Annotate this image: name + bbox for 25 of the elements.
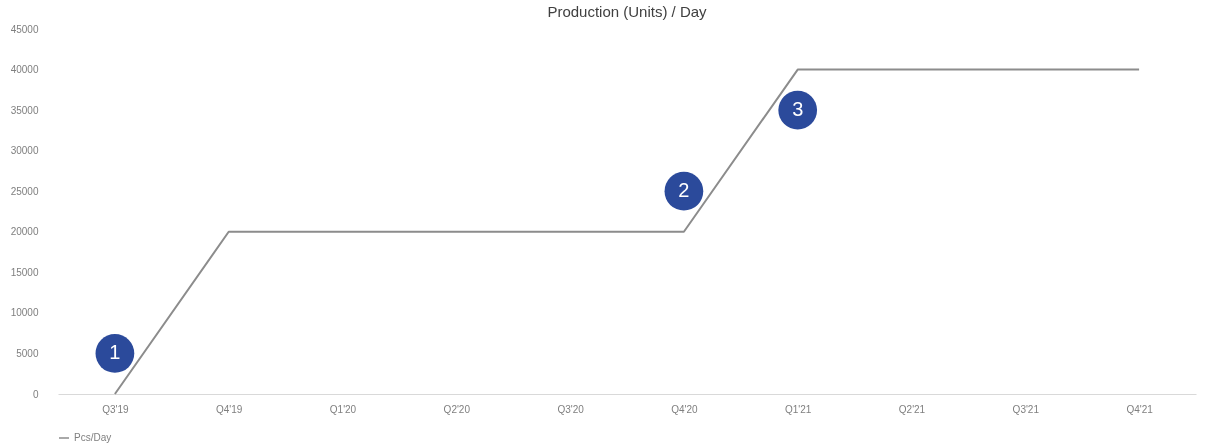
y-tick-label: 25000 (10, 185, 39, 197)
y-tick-label: 5000 (16, 347, 39, 359)
annotation: 3 (792, 98, 804, 121)
y-tick-label: 0 (32, 388, 39, 400)
y-tick-label: 35000 (10, 104, 39, 116)
y-tick-label: 45000 (10, 23, 39, 35)
x-tick-label: Q3'21 (1012, 403, 1040, 415)
annotation: 1 (109, 341, 121, 364)
x-tick-label: Q1'21 (785, 403, 812, 415)
y-tick-label: 40000 (10, 64, 39, 76)
x-tick-label: Q3'20 (557, 403, 585, 415)
y-tick-label: 15000 (10, 266, 39, 278)
annotation: 2 (678, 179, 690, 202)
x-tick-label: Q3'19 (102, 403, 130, 415)
legend-label: Pcs/Day (74, 432, 112, 443)
x-tick-label: Q1'20 (329, 403, 357, 415)
x-tick-label: Q2'21 (898, 403, 926, 415)
x-tick-label: Q4'20 (671, 403, 699, 415)
x-tick-label: Q4'19 (216, 403, 243, 415)
y-tick-label: 20000 (10, 226, 39, 238)
x-tick-label: Q4'21 (1126, 403, 1154, 415)
y-tick-label: 10000 (10, 307, 39, 319)
y-tick-label: 30000 (10, 145, 39, 157)
x-tick-label: Q2'20 (443, 403, 471, 415)
chart-title: Production (Units) / Day (547, 3, 708, 20)
